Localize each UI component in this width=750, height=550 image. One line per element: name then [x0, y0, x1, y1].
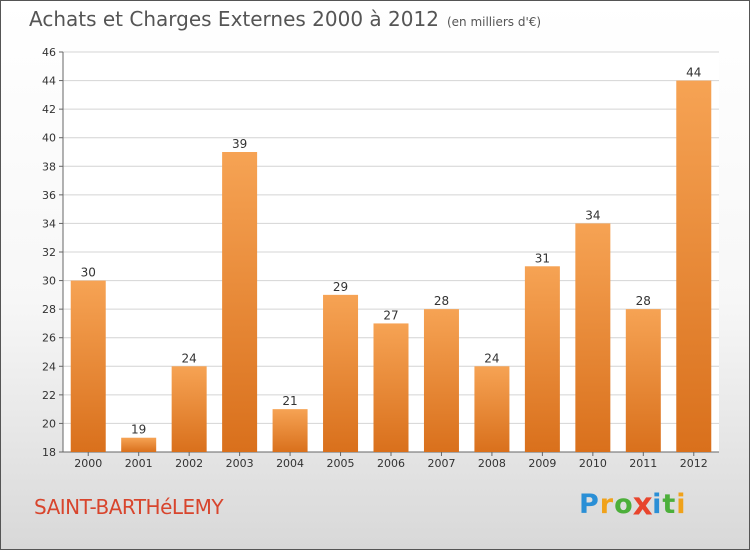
data-label-2003: 39	[232, 137, 247, 151]
data-label-2004: 21	[282, 394, 297, 408]
bar-2005	[323, 294, 359, 452]
bar-2002	[171, 366, 207, 452]
y-tick-label: 42	[42, 103, 56, 116]
bar-2000	[70, 280, 106, 452]
data-label-2002: 24	[182, 351, 197, 365]
y-tick-label: 28	[42, 303, 56, 316]
logo-letter: r	[599, 489, 615, 520]
bar-2004	[272, 409, 308, 452]
x-tick-label-2000: 2000	[74, 457, 102, 470]
bar-2008	[474, 366, 510, 452]
chart-title: Achats et Charges Externes 2000 à 2012	[29, 7, 439, 31]
bar-2010	[575, 223, 611, 452]
bar-2007	[423, 309, 459, 452]
x-tick-label-2004: 2004	[276, 457, 304, 470]
bar-2012	[676, 80, 712, 453]
x-tick-label-2005: 2005	[327, 457, 355, 470]
y-tick-label: 36	[42, 189, 56, 202]
data-label-2005: 29	[333, 280, 348, 294]
bar-2006	[373, 323, 409, 452]
data-label-2009: 31	[535, 251, 550, 265]
data-labels: 30 19 24 39 21 29 27 28 24 31 34 28 44	[81, 66, 702, 437]
data-label-2010: 34	[585, 208, 600, 222]
y-tick-label: 40	[42, 132, 56, 145]
y-tick-label: 20	[42, 417, 56, 430]
logo-letter: i	[676, 489, 687, 520]
x-tick-label-2010: 2010	[579, 457, 607, 470]
y-tick-label: 24	[42, 360, 56, 373]
logo-letter: o	[614, 489, 634, 520]
bar-2011	[625, 309, 661, 452]
y-tick-label: 32	[42, 246, 56, 259]
proxiti-logo: Proxiti	[579, 486, 687, 523]
x-tick-label-2008: 2008	[478, 457, 506, 470]
data-label-2006: 27	[383, 308, 398, 322]
data-label-2012: 44	[686, 66, 701, 80]
logo-letter: i	[652, 489, 663, 520]
y-tick-labels: 18 20 22 24 26 28 30 32 34 36 38 40 42 44 46	[42, 46, 56, 459]
x-tick-label-2009: 2009	[528, 457, 556, 470]
logo-letter: t	[662, 489, 677, 520]
logo-letter: x	[632, 486, 654, 523]
bar-2001	[121, 437, 157, 452]
data-label-2008: 24	[484, 351, 499, 365]
x-tick-label-2006: 2006	[377, 457, 405, 470]
bars	[70, 80, 712, 453]
logo-letter: P	[579, 489, 600, 520]
data-label-2011: 28	[636, 294, 651, 308]
y-tick-label: 38	[42, 160, 56, 173]
y-tick-label: 44	[42, 75, 56, 88]
x-tick-label-2002: 2002	[175, 457, 203, 470]
y-tick-label: 30	[42, 275, 56, 288]
x-tick-label-2003: 2003	[226, 457, 254, 470]
x-tick-label-2012: 2012	[680, 457, 708, 470]
y-tick-label: 26	[42, 332, 56, 345]
x-tick-label-2001: 2001	[125, 457, 153, 470]
y-tick-label: 46	[42, 46, 56, 59]
location-name: SAINT-BARTHéLEMY	[34, 495, 224, 519]
x-tick-label-2007: 2007	[427, 457, 455, 470]
bar-2009	[524, 266, 560, 452]
x-tick-label-2011: 2011	[629, 457, 657, 470]
y-tick-label: 18	[42, 446, 56, 459]
y-tick-label: 22	[42, 389, 56, 402]
data-label-2007: 28	[434, 294, 449, 308]
x-tick-labels: 2000 2001 2002 2003 2004 2005 2006 2007 2008 2009…	[74, 457, 708, 470]
y-tick-label: 34	[42, 217, 56, 230]
data-label-2001: 19	[131, 423, 146, 437]
chart-subtitle: (en milliers d'€)	[446, 15, 542, 29]
bar-2003	[222, 152, 258, 452]
data-label-2000: 30	[81, 266, 96, 280]
chart-title-block: Achats et Charges Externes 2000 à 2012 (e…	[29, 7, 541, 31]
